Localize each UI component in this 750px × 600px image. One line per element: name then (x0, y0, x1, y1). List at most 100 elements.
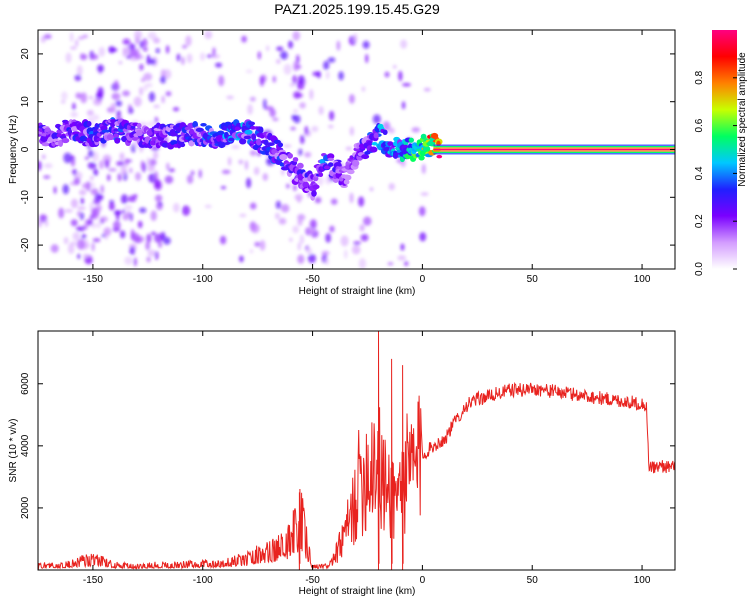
spectrogram-cell (145, 241, 151, 251)
spectrogram-cell (86, 109, 94, 116)
spectrogram-cell (212, 47, 216, 57)
spectrogram-cell (353, 241, 361, 246)
spectrogram-cell (402, 83, 411, 87)
spectrogram-cell (245, 177, 252, 189)
spectrogram-cell (388, 182, 395, 191)
spectrogram-cell (80, 197, 85, 205)
x-tick-label: -100 (193, 575, 213, 586)
spectrogram-cell (228, 137, 235, 142)
spectrogram-marks (38, 30, 675, 269)
spectrogram-cell (249, 202, 257, 210)
y-tick-label: 20 (20, 48, 31, 60)
snr-y-axis-label: SNR (10 * v/v) (8, 419, 19, 483)
spectrogram-cell (53, 186, 57, 194)
spectrogram-cell (134, 53, 142, 60)
spectrogram-cell (243, 135, 252, 140)
snr-plot-frame (37, 330, 676, 571)
spectrogram-cell (420, 192, 429, 196)
spectrogram-cell (126, 45, 130, 56)
spectrogram-cell (299, 134, 305, 145)
spectrogram-cell (323, 60, 330, 71)
spectrogram-cell (387, 262, 394, 266)
spectrogram-cell (69, 32, 74, 43)
spectrogram-cell (110, 119, 117, 123)
spectrogram-cell (113, 133, 120, 139)
spectrogram-cell (165, 91, 172, 97)
spectrogram-cell (142, 38, 148, 48)
spectrogram-cell (266, 45, 270, 52)
spectrogram-cell (114, 93, 120, 99)
spectrogram-cell (133, 30, 143, 40)
spectrogram-cell (154, 116, 159, 124)
spectrogram-cell (173, 202, 180, 213)
spectrogram-cell (84, 156, 89, 160)
spectrogram-cell (124, 205, 133, 211)
spectrogram-cell (359, 224, 365, 232)
spectrogram-cell (122, 208, 126, 214)
spectrogram-cell (190, 170, 195, 176)
spectrogram-cell (58, 207, 65, 219)
spectrogram-cell (129, 167, 133, 174)
spectrogram-cell (40, 134, 48, 143)
spectrogram-cell (206, 54, 213, 58)
spectrogram-cell (102, 154, 112, 164)
spectrogram-cell (97, 64, 105, 73)
spectrogram-cell (330, 198, 338, 205)
spectrogram-cell (72, 102, 76, 111)
spectrogram-cell (70, 219, 78, 227)
spectrogram-cell (154, 179, 162, 191)
spectrogram-cell (148, 158, 157, 166)
spectrogram-cell (103, 227, 112, 236)
spectrogram-cell (185, 35, 192, 47)
spectrogram-cell (38, 160, 43, 171)
spectrogram-cell (336, 40, 341, 51)
spectrogram-cell (44, 219, 49, 227)
spectrogram-cell (311, 125, 319, 133)
spectrogram-cell (295, 54, 300, 64)
spectrogram-cell (181, 205, 191, 216)
spectrogram-cell (158, 202, 163, 206)
spectrogram-cell (170, 140, 179, 146)
spectrogram-cell (297, 162, 304, 169)
y-tick-label: 0 (20, 146, 31, 152)
spectrogram-cell (63, 152, 72, 164)
spectrogram-cell (109, 200, 115, 204)
spectrogram-cell (110, 102, 116, 112)
spectrogram-cell (312, 184, 320, 190)
spectrogram-cell (297, 214, 306, 221)
spectrogram-cell (363, 216, 372, 226)
x-tick-label: 0 (420, 274, 426, 285)
spectrogram-cell (70, 46, 77, 50)
spectrogram-cell (227, 156, 232, 166)
spectrogram-cell (90, 54, 99, 60)
spectrogram-cell (400, 39, 408, 49)
spectrogram-cell (82, 182, 91, 189)
spectrogram-cell (135, 172, 142, 181)
spectrogram-cell (361, 154, 370, 160)
x-tick-label: 50 (527, 575, 539, 586)
spectrogram-cell (76, 210, 81, 217)
spectrogram-cell (295, 64, 302, 70)
spectrogram-cell (327, 124, 334, 129)
spectrogram-cell (136, 122, 142, 129)
spectrogram-cell (258, 126, 264, 134)
colorbar-gradient (712, 30, 737, 269)
spectrogram-cell (149, 139, 157, 146)
snr-panel: -150 -100 -50 0 50 100 2000 4000 6000 Height of … (8, 330, 676, 597)
spectrogram-cell (160, 231, 166, 241)
spectrogram-cell (76, 239, 86, 250)
spectrogram-cell (421, 163, 426, 174)
spectrogram-cell (311, 190, 317, 197)
spectrogram-cell (266, 142, 275, 147)
snr-axes: -150 -100 -50 0 50 100 2000 4000 6000 (20, 331, 675, 586)
spectrogram-cell (287, 40, 294, 49)
spectrogram-cell (277, 142, 284, 148)
spectrogram-cell (92, 238, 101, 243)
spectrogram-cell (407, 143, 413, 150)
spectrogram-cell (309, 89, 314, 100)
spectrogram-cell (142, 47, 148, 52)
spectrogram-cell (293, 91, 301, 99)
spectrogram-cell (152, 151, 159, 160)
snr-marks (38, 331, 675, 570)
spectrogram-cell (292, 184, 297, 192)
